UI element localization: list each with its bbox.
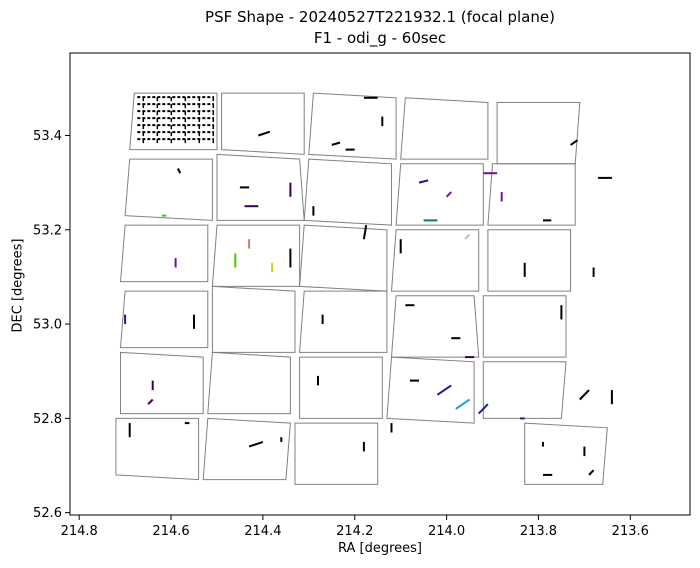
psf-whisker-48 [248, 440, 264, 448]
x-tick-label-2: 214.4 [244, 524, 281, 539]
ccd-outline-12 [299, 224, 388, 292]
chart-title: PSF Shape - 20240527T221932.1 (focal pla… [205, 8, 555, 26]
ccd-outline-8 [395, 163, 484, 226]
y-tick-label-4: 53.4 [33, 129, 62, 144]
psf-whisker-41 [477, 403, 489, 415]
ccd-outline-2 [308, 92, 397, 160]
ccd-outline-22 [299, 356, 383, 419]
ccd-outline-27 [294, 422, 379, 485]
ccd-outline-15 [119, 290, 209, 349]
ccd-outline-0 [129, 92, 218, 151]
psf-whisker-36 [147, 398, 154, 405]
x-tick-label-6: 213.6 [612, 524, 649, 539]
ccd-outline-18 [390, 295, 480, 358]
ccd-outline-1 [221, 92, 305, 155]
x-axis-label: RA [degrees] [337, 541, 422, 556]
psf-whisker-26 [464, 233, 471, 240]
ccd-outline-3 [400, 97, 489, 160]
psf-whisker-40 [455, 398, 471, 410]
y-tick-label-1: 52.8 [33, 412, 62, 427]
y-tick-label-0: 52.6 [33, 506, 62, 521]
ccd-outline-17 [299, 290, 388, 353]
psf-whisker-10 [418, 179, 429, 184]
psf-whisker-15 [570, 139, 579, 146]
chart-subtitle: F1 - odi_g - 60sec [313, 29, 447, 47]
ccd-outline-14 [487, 229, 572, 292]
dense-ccd-pattern [137, 96, 215, 146]
psf-whisker-0 [177, 168, 182, 174]
psf-whisker-24 [362, 224, 368, 240]
x-tick-label-3: 214.2 [336, 524, 373, 539]
ccd-outline-16 [211, 285, 296, 353]
psf-whisker-44 [579, 389, 590, 401]
psf-whiskers [124, 96, 613, 476]
ccd-outline-20 [120, 351, 204, 415]
y-tick-label-2: 53.0 [33, 318, 62, 333]
x-tick-label-1: 214.6 [152, 524, 189, 539]
y-axis-label: DEC [degrees] [10, 238, 26, 333]
x-tick-label-0: 214.8 [61, 524, 98, 539]
x-tick-label-5: 213.8 [520, 524, 557, 539]
x-axis-ticks: 214.8 214.6 214.4 214.2 214.0 213.8 213.6 [61, 515, 649, 539]
ccd-outline-24 [482, 361, 567, 419]
ccd-outline-26 [202, 417, 291, 481]
ccd-outline-11 [211, 224, 301, 287]
psf-whisker-12 [445, 191, 452, 198]
ccd-outline-4 [496, 102, 581, 165]
psf-whisker-54 [588, 469, 595, 476]
ccd-outline-7 [303, 158, 392, 226]
psf-whisker-3 [257, 130, 271, 137]
psf-whisker-39 [436, 384, 452, 396]
ccd-outline-13 [390, 229, 480, 292]
y-axis-ticks: 52.6 52.8 53.0 53.2 53.4 [33, 129, 70, 521]
ccd-outline-21 [207, 351, 291, 415]
ccd-outline-19 [482, 295, 567, 358]
ccd-outline-5 [124, 158, 213, 221]
x-tick-label-4: 214.0 [428, 524, 465, 539]
y-tick-label-3: 53.2 [33, 223, 62, 238]
ccd-outline-25 [115, 417, 200, 481]
ccd-outline-9 [487, 163, 576, 226]
ccd-outline-23 [386, 356, 475, 424]
ccd-outlines [115, 92, 608, 485]
psf-whisker-6 [331, 141, 341, 146]
plot-frame [69, 52, 691, 516]
ccd-outline-28 [524, 422, 608, 485]
ccd-outline-10 [119, 224, 209, 283]
